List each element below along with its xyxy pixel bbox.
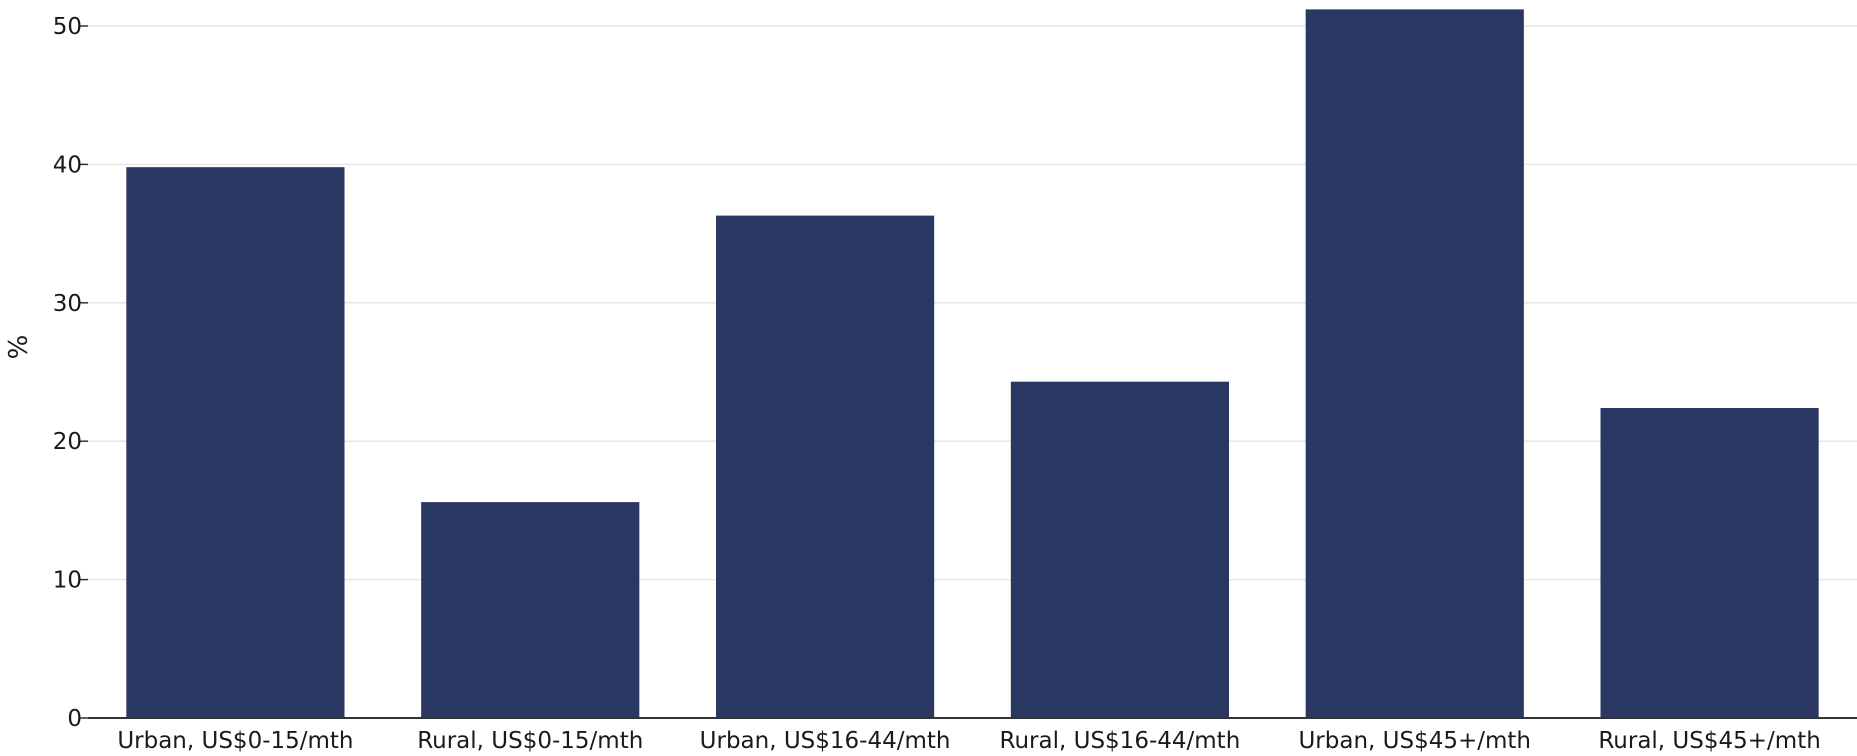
x-tick-label: Urban, US$45+/mth xyxy=(1298,728,1531,754)
y-tick-label: 0 xyxy=(67,706,82,732)
bar xyxy=(1305,9,1524,718)
y-axis-title: % xyxy=(4,335,34,360)
x-tick-label: Urban, US$16-44/mth xyxy=(700,728,951,754)
x-tick-label: Rural, US$0-15/mth xyxy=(417,728,643,754)
y-tick-label: 40 xyxy=(53,152,82,178)
y-tick-label: 50 xyxy=(53,14,82,40)
bar xyxy=(715,215,935,718)
bar xyxy=(1010,381,1230,718)
y-tick-label: 20 xyxy=(53,429,82,455)
bar xyxy=(126,167,345,719)
y-tick-labels: 0 10 20 30 40 50 xyxy=(53,14,88,732)
x-tick-label: Rural, US$45+/mth xyxy=(1598,728,1820,754)
bars xyxy=(126,9,1819,719)
y-tick-label: 10 xyxy=(53,568,82,594)
gridlines xyxy=(88,25,1857,581)
bar xyxy=(421,502,640,718)
y-tick-label: 30 xyxy=(53,291,82,317)
bar xyxy=(1600,407,1819,718)
x-tick-label: Rural, US$16-44/mth xyxy=(1000,728,1241,754)
x-tick-label: Urban, US$0-15/mth xyxy=(117,728,353,754)
x-tick-labels: Urban, US$0-15/mth Rural, US$0-15/mth Urba… xyxy=(117,728,1820,754)
